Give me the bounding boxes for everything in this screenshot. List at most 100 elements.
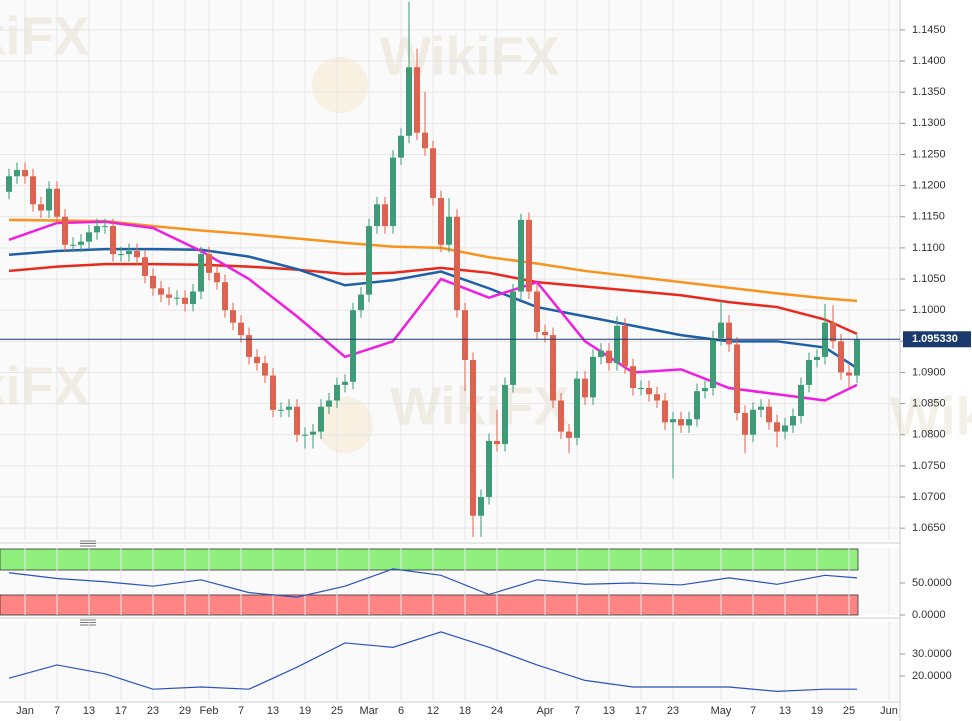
x-tick-label: 23 (667, 705, 679, 717)
x-tick-label: 13 (779, 705, 791, 717)
candle-body (598, 350, 604, 357)
candle-body (182, 297, 188, 304)
candle-body (214, 272, 220, 283)
candle-body (326, 400, 332, 407)
x-tick-label: 7 (54, 705, 60, 717)
indicator-line (8, 220, 858, 402)
candle-body (150, 275, 156, 289)
candle-body (206, 254, 212, 273)
x-tick-label: 13 (603, 705, 615, 717)
candle-body (414, 67, 420, 133)
candle-body (838, 341, 844, 373)
candle-body (70, 244, 76, 246)
panel-handle[interactable] (80, 540, 96, 547)
candle-body (366, 226, 372, 295)
candle-body (406, 67, 412, 136)
x-tick-label: 24 (491, 705, 503, 717)
y-tick-label: 1.1400 (912, 55, 946, 67)
candle-body (582, 378, 588, 398)
candle-body (254, 356, 260, 364)
y-tick-label: 1.0700 (912, 491, 946, 503)
candle-body (470, 360, 476, 516)
watermark: WikiFX (890, 386, 972, 446)
candle-body (390, 157, 396, 227)
candle-body (294, 406, 300, 435)
candle-body (702, 388, 708, 392)
y-tick-label: 30.0000 (912, 648, 952, 660)
y-tick-label: 1.1150 (912, 211, 945, 223)
candle-body (6, 176, 12, 192)
candle-body (230, 310, 236, 323)
candle-body (190, 291, 196, 304)
candle-body (174, 297, 180, 299)
indicator-line (8, 568, 858, 598)
candle-body (814, 356, 820, 360)
x-tick-label: 19 (811, 705, 823, 717)
candle-body (574, 378, 580, 438)
x-tick-label: 19 (299, 705, 311, 717)
candle-body (534, 291, 540, 332)
oversold-band (0, 594, 859, 616)
candle-body (638, 388, 644, 390)
adx-panel (0, 622, 900, 700)
candle-body (78, 241, 84, 245)
candle-body (830, 322, 836, 342)
y-tick-label: 20.0000 (912, 670, 952, 682)
candle-body (94, 226, 100, 233)
x-tick-label: 7 (574, 705, 580, 717)
candle-body (486, 440, 492, 498)
candle-body (734, 344, 740, 413)
candle-body (670, 419, 676, 423)
panel-handle[interactable] (80, 619, 96, 626)
y-tick-label: 1.0800 (912, 429, 946, 441)
candle-body (710, 338, 716, 389)
candle-body (750, 409, 756, 435)
y-tick-label: 1.1250 (912, 148, 946, 160)
candle-body (374, 204, 380, 227)
candle-body (622, 325, 628, 367)
candle-body (86, 232, 92, 242)
x-tick-label: 6 (398, 705, 404, 717)
x-tick-label: Feb (200, 705, 219, 717)
candle-body (662, 400, 668, 423)
indicator-line (8, 631, 857, 693)
y-tick-label: 1.1200 (912, 180, 946, 192)
x-tick-label: 7 (238, 705, 244, 717)
candle-body (558, 400, 564, 432)
y-tick-label: 1.1100 (912, 242, 945, 254)
indicator-line (8, 262, 858, 335)
candle-body (566, 431, 572, 438)
candle-body (38, 204, 44, 211)
candle-body (846, 372, 852, 376)
candle-body (102, 226, 108, 228)
candle-body (518, 219, 524, 292)
candle-body (350, 310, 356, 382)
x-tick-label: 17 (635, 705, 647, 717)
candle-body (806, 360, 812, 385)
candle-body (550, 335, 556, 401)
candle-body (422, 132, 428, 149)
y-tick-label: 1.0900 (912, 366, 946, 378)
x-tick-label: Apr (536, 705, 553, 717)
y-tick-label: 0.0000 (912, 609, 946, 621)
candle-body (606, 350, 612, 364)
candle-body (110, 226, 116, 255)
candle-body (614, 325, 620, 364)
y-tick-label: 1.0850 (912, 398, 946, 410)
candle-body (134, 251, 140, 258)
candle-body (22, 170, 28, 177)
last-price-label: 1.095330 (912, 333, 958, 345)
candle-body (758, 406, 764, 410)
last-price-box (903, 331, 971, 348)
candle-body (198, 254, 204, 292)
candle-body (358, 294, 364, 311)
x-tick-label: Jun (880, 705, 898, 717)
candle-body (62, 216, 68, 245)
candle-body (158, 288, 164, 295)
candle-body (654, 394, 660, 401)
watermark: WikiFX (0, 6, 90, 66)
candle-body (142, 257, 148, 276)
candle-body (166, 294, 172, 298)
candle-body (790, 416, 796, 426)
